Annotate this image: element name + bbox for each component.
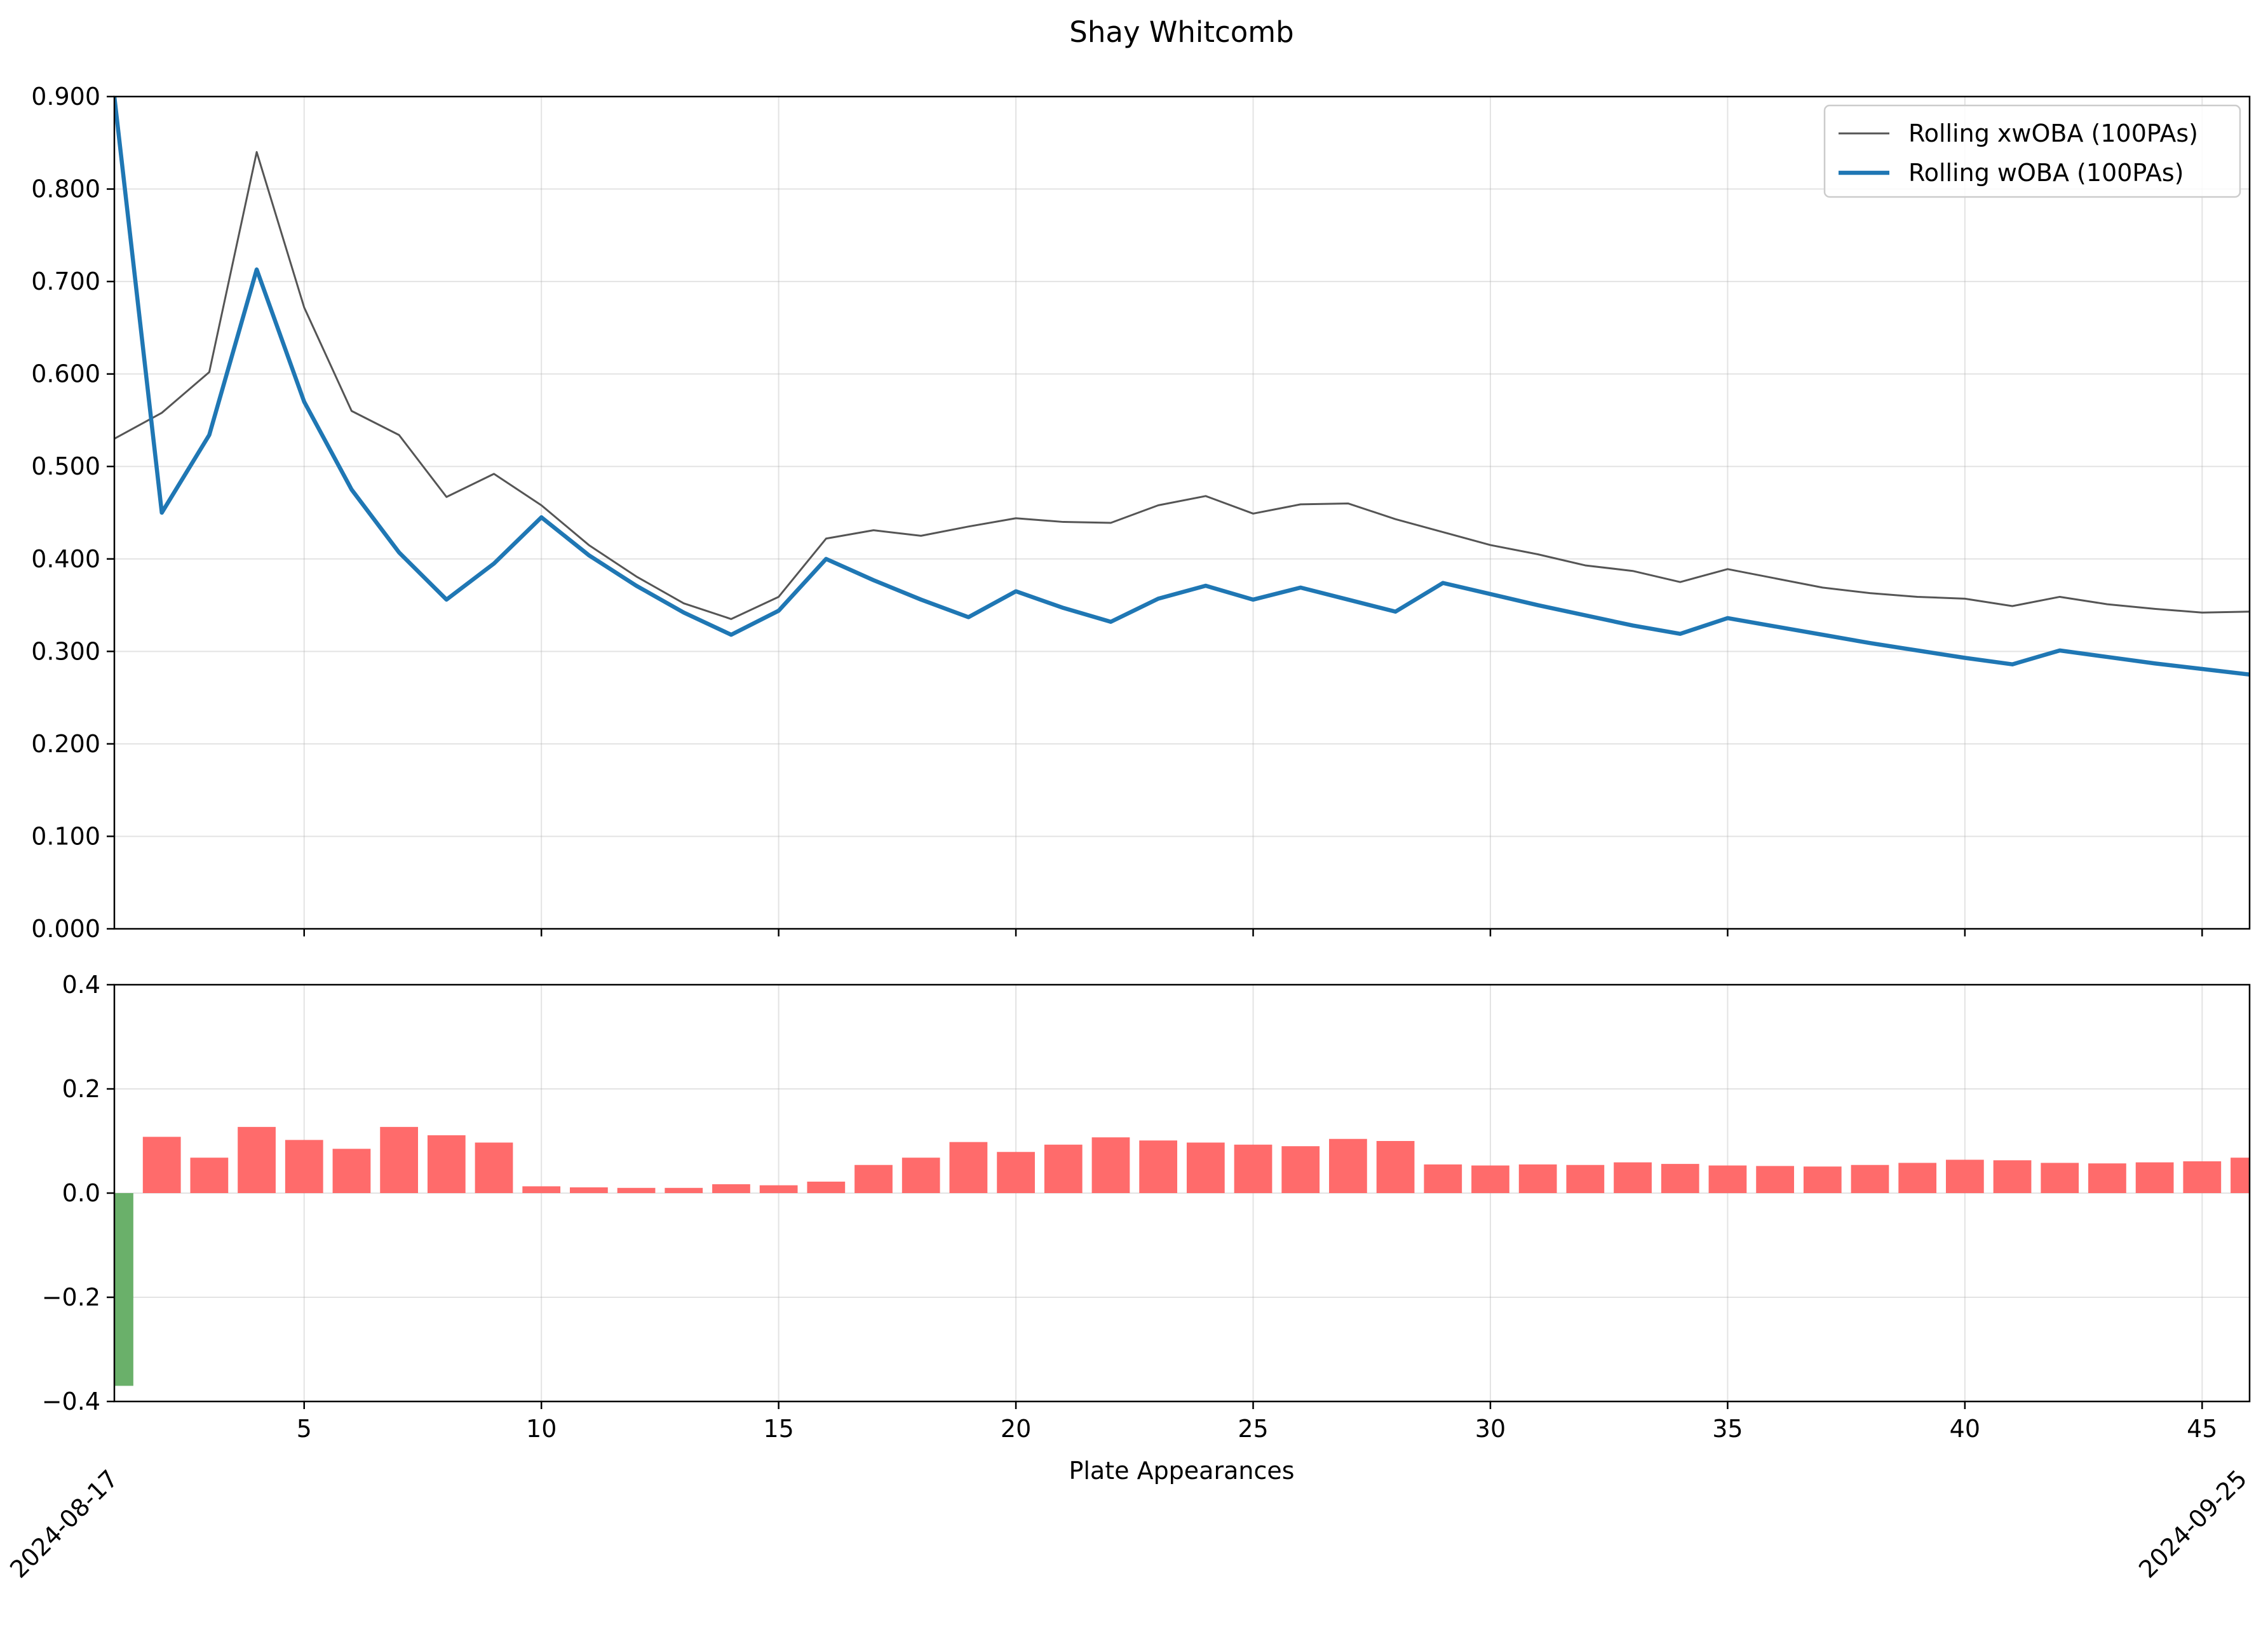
diff-bar (759, 1185, 798, 1193)
chart-title: Shay Whitcomb (1069, 15, 1293, 49)
diff-bar (522, 1186, 561, 1193)
diff-bar (1329, 1138, 1367, 1193)
diff-bar (1281, 1146, 1320, 1193)
bottom-bars (114, 1126, 2250, 1386)
legend-label: Rolling wOBA (100PAs) (1908, 159, 2184, 187)
diff-bar (1803, 1166, 1842, 1193)
bottom-axes: 5 10 15 20 25 30 35 40 45 −0.4 −0.2 0.0 0.2 0.4 (42, 971, 2251, 1443)
legend: Rolling xwOBA (100PAs) Rolling wOBA (100P… (1823, 104, 2241, 198)
top-y-tick-label: 0.200 (31, 730, 100, 758)
diff-bar (1518, 1164, 1557, 1193)
diff-bar (570, 1187, 608, 1193)
bottom-y-tick-label: 0.0 (62, 1179, 100, 1207)
diff-bar (238, 1126, 276, 1193)
top-y-tick-label: 0.000 (31, 915, 100, 943)
diff-bar (114, 1193, 133, 1386)
x-axis-label: Plate Appearances (1069, 1457, 1294, 1485)
diff-bar (854, 1165, 893, 1193)
diff-bar (427, 1135, 466, 1193)
top-y-tick-label: 0.400 (31, 545, 100, 573)
x-tick-label: 5 (297, 1415, 312, 1443)
x-tick-label: 15 (763, 1415, 793, 1443)
x-tick-label: 40 (1950, 1415, 1980, 1443)
top-axes: 0.000 0.100 0.200 0.300 0.400 0.500 0.600 0.700… (31, 83, 2251, 943)
diff-bar (285, 1140, 323, 1193)
diff-bar (807, 1181, 846, 1193)
bottom-y-tick-label: −0.2 (42, 1283, 100, 1311)
x-tick-label: 45 (2187, 1415, 2217, 1443)
diff-bar (1614, 1162, 1652, 1193)
diff-bar (1424, 1164, 1462, 1193)
diff-bar (1091, 1137, 1130, 1193)
diff-bar (2183, 1161, 2222, 1193)
top-y-tick-label: 0.900 (31, 83, 100, 111)
diff-bar (2041, 1163, 2079, 1193)
diff-bar (332, 1149, 371, 1193)
diff-bar (142, 1137, 181, 1193)
top-y-tick-label: 0.700 (31, 267, 100, 295)
diff-bar (1661, 1164, 1699, 1193)
diff-bar (1993, 1160, 2032, 1193)
diff-bar (1756, 1166, 1794, 1193)
top-y-tick-label: 0.300 (31, 637, 100, 665)
diff-bar (1851, 1165, 1889, 1193)
diff-bar (1898, 1163, 1937, 1193)
legend-box (1823, 104, 2241, 198)
diff-bar (380, 1126, 419, 1193)
top-y-tick-label: 0.500 (31, 452, 100, 480)
diff-bar (1945, 1159, 1984, 1193)
diff-bar (2135, 1162, 2174, 1193)
diff-bar (901, 1158, 940, 1193)
top-y-tick-label: 0.100 (31, 822, 100, 850)
diff-bar (1186, 1142, 1225, 1193)
diff-bar (475, 1142, 513, 1193)
top-grid (114, 96, 2250, 929)
diff-bar (2231, 1158, 2250, 1193)
xwoba-line (114, 151, 2250, 620)
x-tick-label: 20 (1001, 1415, 1031, 1443)
diff-bar (1471, 1165, 1509, 1193)
x-tick-label: 35 (1712, 1415, 1743, 1443)
woba-line (114, 97, 2250, 677)
bottom-y-tick-label: 0.2 (62, 1075, 100, 1103)
diff-bar (1234, 1144, 1272, 1193)
x-tick-label: 10 (526, 1415, 557, 1443)
top-ticks: 0.000 0.100 0.200 0.300 0.400 0.500 0.600 0.700… (31, 83, 2203, 943)
diff-bar (665, 1187, 703, 1193)
bottom-y-tick-label: 0.4 (62, 971, 100, 999)
legend-label: Rolling xwOBA (100PAs) (1908, 119, 2198, 147)
top-y-tick-label: 0.800 (31, 175, 100, 203)
top-y-tick-label: 0.600 (31, 360, 100, 388)
diff-bar (1708, 1165, 1747, 1193)
diff-bar (1139, 1140, 1178, 1193)
diff-bar (1566, 1165, 1605, 1193)
top-axes-frame (113, 95, 2251, 930)
diff-bar (1376, 1141, 1415, 1193)
x-tick-label: 25 (1238, 1415, 1268, 1443)
diff-bar (190, 1158, 229, 1193)
diff-bar (712, 1184, 750, 1193)
diff-bar (617, 1187, 656, 1193)
diff-bar (1044, 1144, 1083, 1193)
diff-bar (2088, 1163, 2126, 1193)
top-series (114, 97, 2250, 677)
bottom-y-tick-label: −0.4 (42, 1387, 100, 1415)
diff-bar (997, 1152, 1035, 1193)
bottom-ticks: 5 10 15 20 25 30 35 40 45 −0.4 −0.2 0.0 0.2 0.4 (42, 971, 2218, 1443)
diff-bar (949, 1142, 988, 1193)
x-tick-label: 30 (1475, 1415, 1506, 1443)
